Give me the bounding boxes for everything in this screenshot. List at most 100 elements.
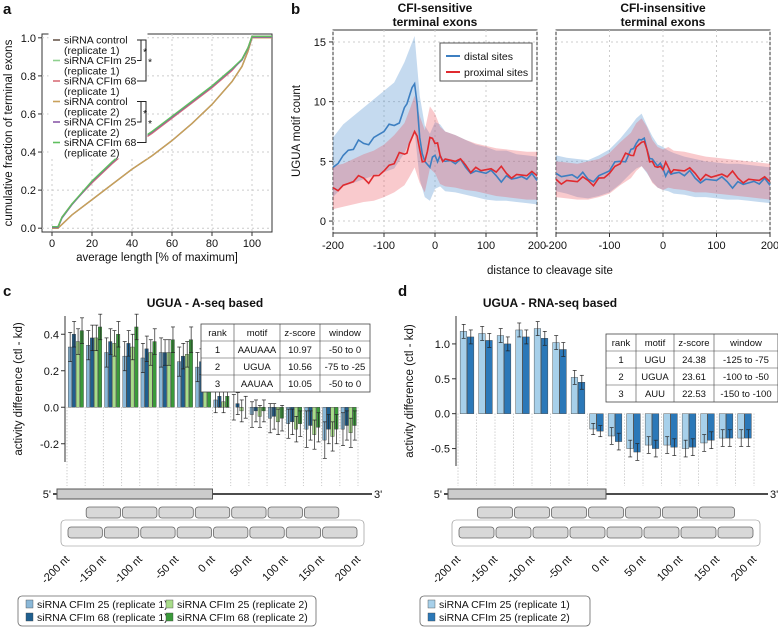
panel-c-table-header: rank [208,328,227,339]
panel-a-bracket [137,101,147,143]
panel-c-window-label: 50 nt [228,554,254,580]
panel-a-xtick-label: 40 [126,238,138,250]
panel-b-series-line [555,140,771,187]
panel-d-bar [541,338,549,414]
panel-d-bar [559,349,567,414]
panel-b-xtick-label: 100 [477,240,495,252]
panel-d-legend-label: siRNA CFIm 25 (replicate 1) [439,599,570,611]
panel-a-legend-label: (replicate 1) [64,66,119,78]
panel-c-window-bracket [60,519,365,547]
panel-b-xtick-label: 0 [432,240,438,252]
panel-d-table-cell: 22.53 [682,389,706,400]
panel-a-legend-label: siRNA CFIm 68 [64,137,137,149]
panel-b-legend-box [439,42,533,82]
panel-c-legend-swatch [25,599,34,609]
panel-d-table-cell: -150 to -100 [720,389,771,400]
panel-c-legend-label: siRNA CFIm 68 (replicate 1) [37,612,168,624]
panel-c-legend-label: siRNA CFIm 25 (replicate 2) [177,599,308,611]
panel-c-table-cell: -50 to 0 [329,345,361,356]
panel-a-significance-star: * [143,46,147,58]
panel-b-ytick-label: 0 [320,216,326,228]
panel-label-b: b [291,1,300,18]
panel-a-ytick-label: 1.0 [21,33,36,45]
panel-d-bar [467,336,475,414]
panel-c-legend-swatch [165,599,174,609]
panel-d-table-cell: 2 [618,372,623,383]
panel-d-window-label: 50 nt [622,554,648,580]
panel-a-legend-label: (replicate 2) [64,127,119,139]
panel-b-xtick-label: -200 [545,240,567,252]
panel-c-legend-swatch [165,612,174,622]
panel-c-window-tile [249,526,285,539]
panel-c-table-cell: AAUAA [241,379,274,390]
panel-c-window-tile [322,526,358,539]
panel-a-frame [41,33,273,233]
panel-c-table-cell: 3 [215,379,220,390]
panel-d-window-tile [458,526,495,539]
panel-c-window-label: -50 nt [153,554,181,582]
panel-d-window-label: 200 nt [729,554,759,584]
panel-c-table-header: window [328,328,361,339]
panel-c-gene-5prime: 5' [43,489,51,501]
panel-d-table-header: window [729,338,762,349]
panel-c-window-tile [85,506,121,519]
panel-c-ytick-label: 0.4 [44,329,59,341]
panel-d-table-cell: UGU [644,355,665,366]
panel-c-table-cell: AAUAAA [238,345,277,356]
panel-d-window-tile [495,526,532,539]
panel-b-legend-label: distal sites [464,51,513,63]
panel-c-window-tile [267,506,303,519]
panel-c-table-cell: 10.05 [288,379,312,390]
panel-d-table-cell: UGUA [641,372,669,383]
panel-a-series-line [52,35,272,228]
panel-c-window-tile [140,526,176,539]
panel-c-window-label: 100 nt [260,554,290,584]
panel-b-ytick-label: 5 [320,156,326,168]
panel-a-legend-label: siRNA CFIm 25 [64,117,137,129]
panel-d-window-tile [606,526,643,539]
panel-d-ytick-label: 0.5 [435,374,450,386]
panel-a-significance-star: * [148,118,152,130]
panel-a-bracket [137,39,142,61]
panel-c-ytick-label: 0.2 [44,366,59,378]
panel-b-xtick-label: 200 [528,240,546,252]
panel-c-window-tile [176,526,212,539]
panel-c-window-tile [158,506,194,519]
panel-c-table-cell: 10.97 [288,345,312,356]
panel-d-legend-box [419,595,591,627]
panel-label-a: a [3,1,12,18]
panel-c-legend-box [17,595,317,627]
panel-d-table-cell: 24.38 [682,355,706,366]
panel-b-title: terminal exons [393,15,478,29]
panel-b-ylabel: UGUA motif count [291,84,303,177]
panel-a-bracket [137,39,147,82]
panel-d-table-cell: -100 to -50 [723,372,769,383]
panel-a-legend-label: siRNA CFIm 68 [64,76,137,88]
panel-d-bar [533,328,541,414]
panel-d-window-tile [625,506,661,519]
panel-d-ytick-label: 1.0 [435,339,450,351]
panel-d-bar [522,336,530,414]
panel-d-table-cell: 23.61 [682,372,706,383]
panel-d-window-label: 100 nt [655,554,685,584]
panel-d-window-tile [569,526,606,539]
panel-d-bar [478,333,486,414]
panel-c-window-label: -100 nt [112,554,145,587]
panel-b-confidence-band [333,35,537,205]
panel-d-bar [515,329,523,414]
panel-a-ytick-label: 0.8 [21,71,36,83]
panel-b-series-line [332,129,538,192]
panel-d-table-header: rank [612,338,631,349]
panel-c-window-tile [122,506,158,519]
panel-d-gene-5prime: 5' [434,489,442,501]
panel-c-window-tile [213,526,249,539]
panel-b-confidence-band [333,95,537,210]
panel-c-window-tile [285,526,322,539]
panel-c-window-tile [304,506,340,519]
panel-b-xlabel: distance to cleavage site [487,265,613,277]
panel-d-table-cell: 1 [618,355,623,366]
panel-d-window-label: 0 nt [590,554,611,575]
panel-c-table-cell: -75 to -25 [325,362,366,373]
panel-b-ytick-label: 10 [314,97,326,109]
panel-c-ylabel: activity difference (ctl - kd) [13,322,25,456]
